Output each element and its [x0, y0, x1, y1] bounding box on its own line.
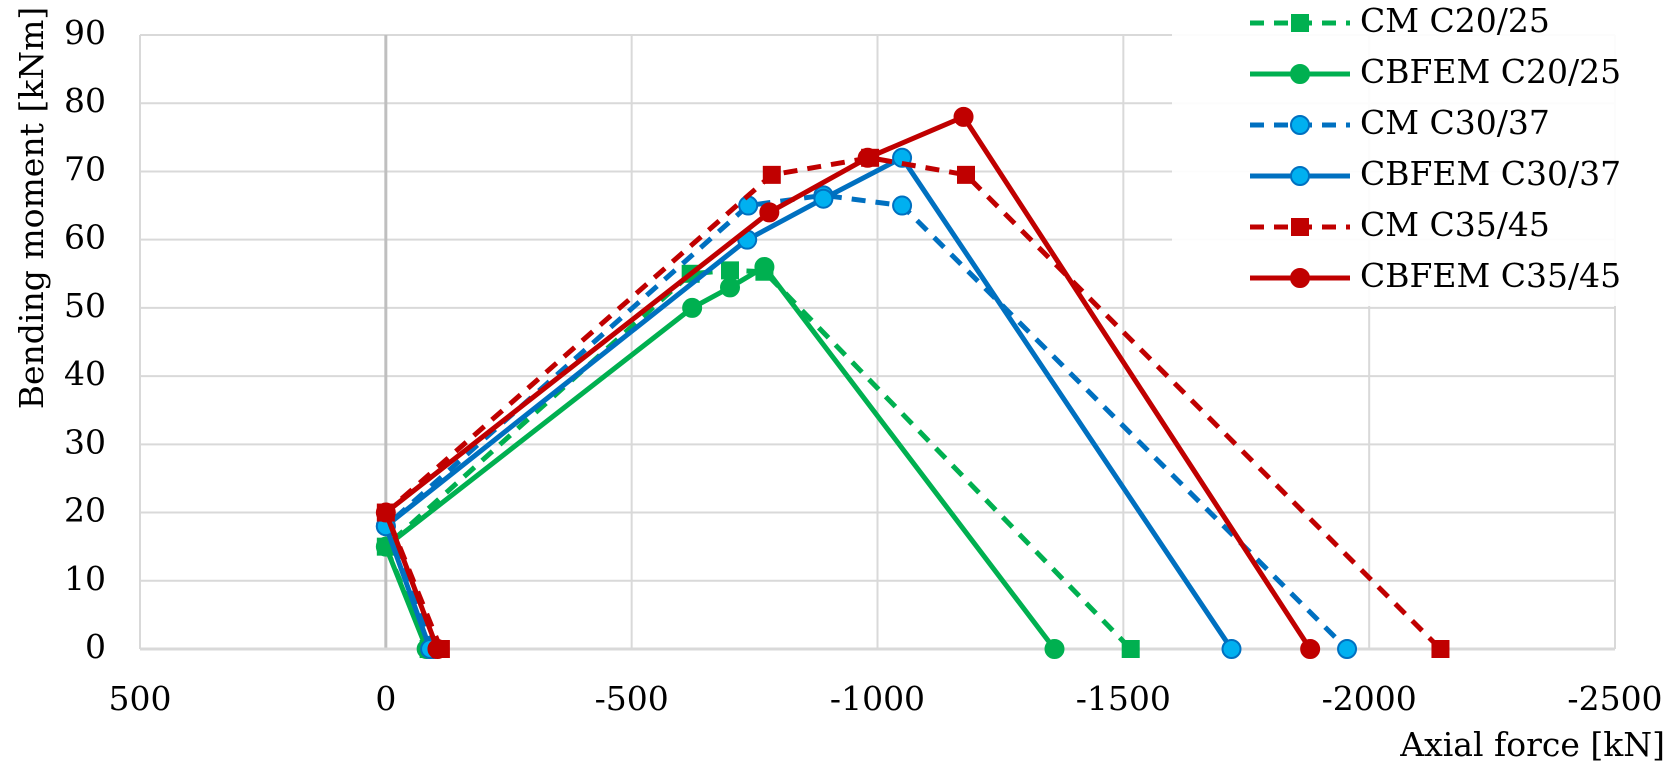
y-tick-label: 30: [64, 422, 106, 461]
legend-entry: CBFEM C30/37: [1250, 154, 1621, 193]
legend-swatch-marker: [1291, 14, 1309, 32]
legend-label: CBFEM C35/45: [1360, 256, 1621, 295]
data-point-marker: [1431, 640, 1450, 658]
data-point-marker: [375, 502, 396, 523]
legend-swatch-marker: [1290, 64, 1310, 84]
y-tick-label: 10: [64, 559, 106, 598]
legend-swatch-marker: [1290, 166, 1310, 186]
legend-background: [1172, 0, 1618, 306]
legend-label: CM C35/45: [1360, 205, 1550, 244]
y-tick-label: 50: [64, 286, 106, 325]
data-point-marker: [738, 195, 759, 216]
data-point-marker: [1044, 639, 1065, 659]
data-point-marker: [857, 147, 878, 168]
y-tick-label: 40: [64, 354, 106, 393]
data-point-marker: [427, 639, 448, 659]
legend-label: CBFEM C30/37: [1360, 154, 1621, 193]
series-cbfem-c35-45: [375, 106, 1321, 659]
x-tick-label: -2500: [1567, 679, 1662, 718]
legend: CM C20/25 CBFEM C20/25 CM C30/37 CBFEM C30/…: [1172, 0, 1621, 306]
legend-swatch-marker: [1290, 115, 1310, 135]
data-point-marker: [682, 297, 703, 318]
data-point-marker: [1300, 639, 1321, 659]
legend-entry: CBFEM C35/45: [1250, 256, 1621, 295]
x-tick-label: 0: [375, 679, 396, 718]
legend-label: CBFEM C20/25: [1360, 52, 1621, 91]
x-tick-label: -2000: [1322, 679, 1417, 718]
y-axis-title: Bending moment [kNm]: [12, 7, 51, 409]
x-axis-title: Axial force [kN]: [1399, 725, 1665, 764]
data-point-marker: [759, 202, 780, 223]
data-point-marker: [762, 165, 781, 184]
data-point-marker: [1121, 640, 1140, 658]
y-tick-label: 0: [85, 627, 106, 666]
legend-entry: CM C35/45: [1250, 205, 1550, 244]
series-line: [383, 155, 1234, 651]
y-tick-label: 20: [64, 491, 106, 530]
series-line: [383, 114, 1313, 651]
data-point-marker: [813, 188, 834, 209]
data-point-marker: [953, 106, 974, 127]
data-point-marker: [720, 277, 740, 298]
y-tick-label: 80: [64, 81, 106, 120]
legend-label: CM C30/37: [1360, 103, 1550, 142]
legend-entry: CBFEM C20/25: [1250, 52, 1621, 91]
y-tick-label: 60: [64, 218, 106, 257]
legend-swatch-marker: [1291, 218, 1309, 236]
legend-label: CM C20/25: [1360, 1, 1550, 40]
data-point-marker: [721, 261, 739, 280]
data-point-marker: [1221, 639, 1242, 659]
data-point-marker: [957, 165, 975, 184]
data-point-marker: [1337, 639, 1358, 659]
x-tick-label: -1000: [830, 679, 925, 718]
x-tick-label: 500: [109, 679, 172, 718]
legend-swatch-marker: [1290, 268, 1310, 288]
y-tick-label: 70: [64, 149, 106, 188]
y-tick-label: 90: [64, 13, 106, 52]
series-line: [383, 264, 1057, 651]
legend-entry: CM C20/25: [1250, 1, 1550, 40]
legend-entry: CM C30/37: [1250, 103, 1550, 142]
series-layer: [375, 106, 1450, 659]
data-point-marker: [754, 256, 775, 277]
x-tick-label: -500: [595, 679, 669, 718]
data-point-marker: [892, 195, 913, 216]
x-tick-label: -1500: [1076, 679, 1171, 718]
series-cbfem-c30-37: [375, 147, 1242, 659]
series-cbfem-c20-25: [375, 256, 1065, 659]
